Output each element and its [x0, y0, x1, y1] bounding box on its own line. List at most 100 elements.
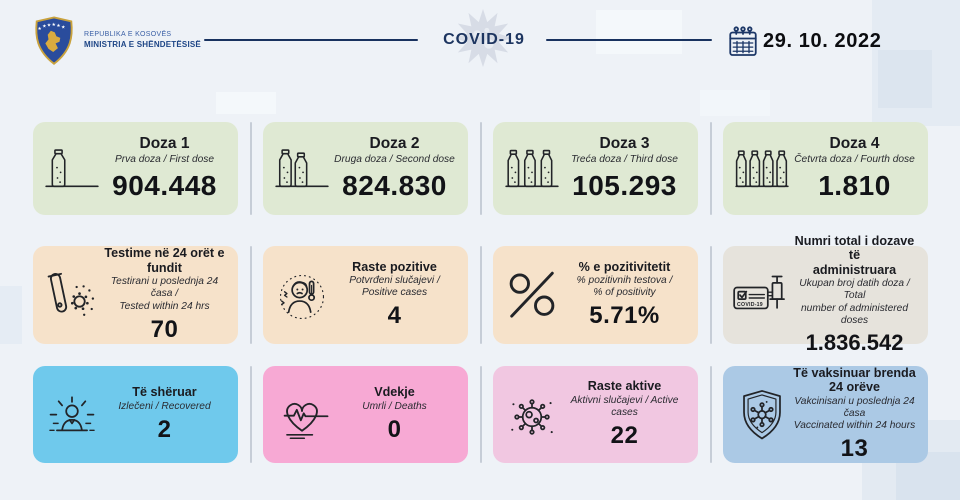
- test-tube-icon: [41, 269, 103, 320]
- background-block: [700, 90, 770, 116]
- card-body: Vdekje Umrli / Deaths 0: [333, 383, 468, 446]
- kosovo-coat-of-arms: ★ ★ ★ ★ ★ ★: [32, 15, 76, 67]
- card-title-line: Numri total i dozave të: [794, 233, 915, 263]
- stat-card-doza-1: Doza 1 Prva doza / First dose 904.448: [33, 122, 238, 215]
- card-subtitle-line: Vakcinisani u poslednja 24 časa: [794, 395, 915, 419]
- card-title: Numri total i dozave të administruara: [793, 234, 916, 277]
- ampoule-3-icon: [501, 148, 563, 189]
- stat-card-tests-24h: Testime në 24 orët e fundit Testirani u p…: [33, 246, 238, 344]
- percent-icon: [501, 268, 563, 321]
- republic-name: REPUBLIKA E KOSOVËS: [84, 31, 172, 38]
- card-subtitle-line: Positive cases: [361, 287, 428, 299]
- card-subtitle-line: Umrli / Deaths: [362, 400, 427, 412]
- svg-text:COVID-19: COVID-19: [737, 302, 763, 308]
- card-title: Doza 1: [103, 135, 226, 153]
- card-subtitle: Umrli / Deaths: [333, 401, 456, 413]
- svg-text:★: ★: [42, 24, 46, 30]
- column-divider: [250, 122, 252, 215]
- stat-card-total-doses: COVID-19 Numri total i dozave të administr…: [723, 234, 928, 355]
- card-title: Të vaksinuar brenda 24 orëve: [793, 366, 916, 395]
- card-title-line: Raste pozitive: [352, 259, 437, 274]
- stat-card-positivity-rate: % e pozitivitetit% pozitivnih testova /%…: [493, 246, 698, 344]
- heart-ekg-icon: [271, 389, 333, 440]
- column-divider: [480, 246, 482, 344]
- card-subtitle-line: Druga doza / Second dose: [334, 154, 455, 166]
- card-value: 2: [157, 415, 172, 443]
- card-subtitle: Izlečeni / Recovered: [103, 401, 226, 413]
- covid19-title: COVID-19: [443, 31, 525, 48]
- card-subtitle: Četvrta doza / Fourth dose: [793, 154, 916, 166]
- background-block: [878, 50, 932, 108]
- background-block: [0, 286, 22, 344]
- card-subtitle-line: % pozitivnih testova /: [576, 275, 673, 286]
- stat-card-doza-2: Doza 2 Druga doza / Second dose 824.830: [263, 122, 468, 215]
- card-subtitle: Vakcinisani u poslednja 24 časa Vaccinate…: [793, 396, 916, 433]
- card-subtitle: Potvrđeni slučajevi / Positive cases: [333, 275, 456, 299]
- svg-text:★: ★: [61, 24, 65, 30]
- card-subtitle-line: Četvrta doza / Fourth dose: [794, 154, 915, 166]
- card-body: Doza 2 Druga doza / Second dose 824.830: [333, 133, 468, 203]
- stat-card-active-cases: Raste aktive Aktivni slučajevi / Active c…: [493, 366, 698, 463]
- card-body: Raste aktive Aktivni slučajevi / Active c…: [563, 377, 698, 452]
- card-title-line: Doza 3: [599, 135, 650, 153]
- card-subtitle-line: Potvrđeni slučajevi /: [349, 275, 440, 286]
- card-title-line: Raste aktive: [587, 379, 662, 394]
- ampoule-2-icon: [271, 148, 333, 189]
- vaccination-card-icon: COVID-19: [731, 269, 793, 320]
- svg-text:★: ★: [38, 26, 42, 32]
- card-value: 105.293: [572, 169, 677, 201]
- card-body: Doza 3 Treća doza / Third dose 105.293: [563, 133, 698, 203]
- card-title: Doza 4: [793, 135, 916, 153]
- ampoule-4-icon: [731, 148, 793, 189]
- calendar-icon: [728, 25, 758, 58]
- card-subtitle-line: Vaccinated within 24 hours: [793, 420, 916, 432]
- column-divider: [710, 366, 712, 463]
- column-divider: [250, 246, 252, 344]
- card-body: Të shëruar Izlečeni / Recovered 2: [103, 383, 238, 446]
- card-title: Të shëruar: [103, 385, 226, 399]
- card-value: 904.448: [112, 169, 217, 201]
- sick-person-icon: [271, 268, 333, 321]
- card-subtitle-line: % of positivity: [593, 287, 656, 299]
- column-divider: [480, 122, 482, 215]
- card-value: 0: [387, 415, 402, 443]
- card-title: Doza 2: [333, 135, 456, 153]
- stat-card-deaths: Vdekje Umrli / Deaths 0: [263, 366, 468, 463]
- stat-card-doza-3: Doza 3 Treća doza / Third dose 105.293: [493, 122, 698, 215]
- card-subtitle: Prva doza / First dose: [103, 154, 226, 166]
- card-subtitle-line: Tested within 24 hrs: [119, 300, 210, 312]
- card-subtitle-line: Treća doza / Third dose: [571, 154, 678, 166]
- card-title: Raste pozitive: [333, 260, 456, 274]
- column-divider: [710, 122, 712, 215]
- card-title: Raste aktive: [563, 379, 686, 393]
- svg-text:★: ★: [47, 22, 51, 28]
- header-rule-left: [204, 39, 418, 41]
- svg-text:★: ★: [52, 22, 56, 28]
- stat-card-doza-4: Doza 4 Četvrta doza / Fourth dose 1.810: [723, 122, 928, 215]
- card-body: Doza 1 Prva doza / First dose 904.448: [103, 133, 238, 203]
- recovered-person-icon: [41, 388, 103, 441]
- svg-text:★: ★: [56, 23, 60, 29]
- card-body: Numri total i dozave të administruara Ukup…: [793, 232, 928, 358]
- card-value: 1.836.542: [805, 330, 904, 356]
- card-subtitle-line: number of administered doses: [800, 302, 909, 326]
- card-title: % e pozitivitetit: [563, 260, 686, 274]
- stat-card-positive-cases: Raste pozitive Potvrđeni slučajevi / Posit…: [263, 246, 468, 344]
- card-body: Doza 4 Četvrta doza / Fourth dose 1.810: [793, 133, 928, 203]
- card-subtitle-line: Ukupan broj datih doza / Total: [799, 278, 910, 302]
- card-value: 824.830: [342, 169, 447, 201]
- card-value: 4: [387, 302, 402, 330]
- column-divider: [480, 366, 482, 463]
- background-block: [596, 10, 682, 54]
- card-title: Testime në 24 orët e fundit: [103, 246, 226, 275]
- background-block: [216, 92, 276, 114]
- stat-card-vaccinated-24h: Të vaksinuar brenda 24 orëve Vakcinisani u…: [723, 366, 928, 463]
- card-subtitle-line: Aktivni slučajevi / Active cases: [570, 394, 679, 418]
- header-rule-right: [546, 39, 712, 41]
- card-subtitle: % pozitivnih testova /% of positivity: [563, 275, 686, 299]
- shield-virus-icon: [731, 388, 793, 441]
- stat-card-recovered: Të shëruar Izlečeni / Recovered 2: [33, 366, 238, 463]
- card-subtitle: Aktivni slučajevi / Active cases: [563, 395, 686, 419]
- card-body: Të vaksinuar brenda 24 orëve Vakcinisani u…: [793, 364, 928, 466]
